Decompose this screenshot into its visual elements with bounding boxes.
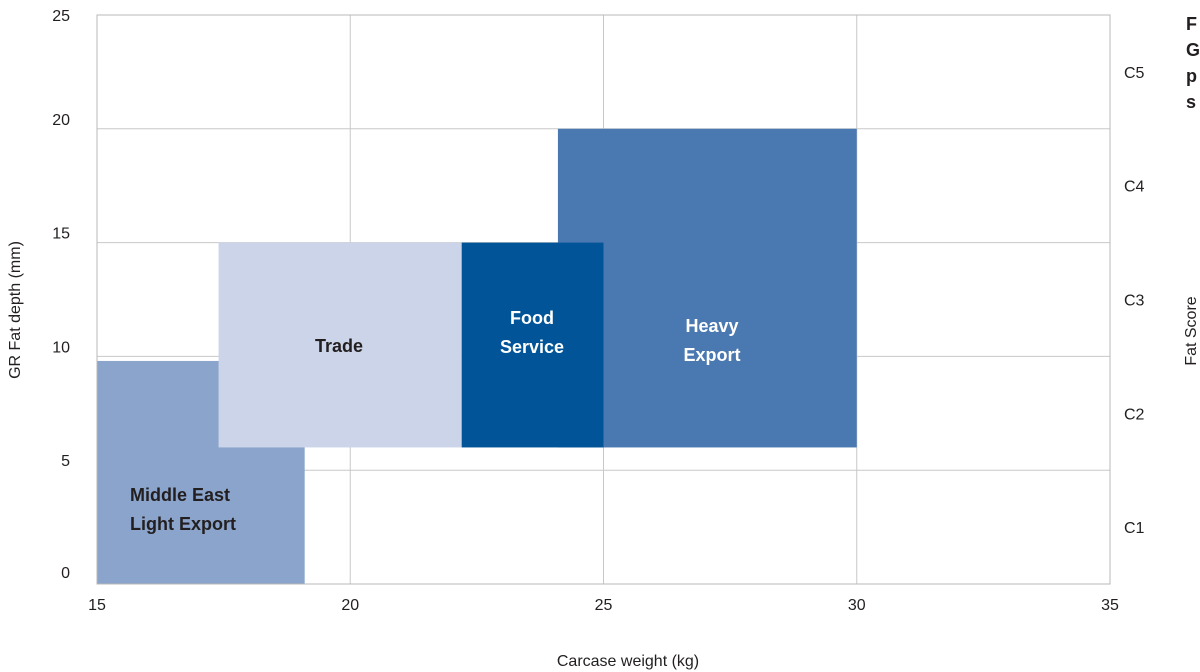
x-tick-label: 25: [595, 597, 613, 614]
region-label-food-service: Food: [510, 308, 554, 328]
region-label-heavy-export: Export: [683, 345, 740, 365]
x-tick-label: 20: [341, 597, 359, 614]
fat-range-regions: Middle East Light Export Heavy Export Trade F…: [97, 128, 857, 584]
plot-frame: [96, 14, 1111, 585]
region-trade: [218, 242, 462, 448]
plot-border: [96, 14, 1111, 585]
y-tick-label: 15: [52, 226, 70, 243]
y-tick-label: 25: [52, 8, 70, 25]
region-label-trade: Trade: [315, 336, 363, 356]
side-caption-line: s: [1186, 92, 1196, 112]
y-tick-label: 5: [61, 453, 70, 470]
region-label-heavy-export: Heavy: [685, 316, 738, 336]
y-tick-label: 10: [52, 339, 70, 356]
fat-score-label: C5: [1124, 65, 1145, 82]
x-axis-title: Carcase weight (kg): [557, 653, 699, 670]
side-caption: F G p s: [1186, 14, 1200, 112]
region-heavy-export: [557, 128, 857, 448]
region-label-middle-east-light-export: Middle East: [130, 485, 230, 505]
y-tick-label: 20: [52, 112, 70, 129]
x-tick-label: 15: [88, 597, 106, 614]
x-tick-label: 30: [848, 597, 866, 614]
axis-ticks: 15 20 25 30 35 0 5 10 15 20 25 C1 C2 C3 C4 C5: [52, 8, 1144, 614]
x-tick-label: 35: [1101, 597, 1119, 614]
fat-score-label: C4: [1124, 179, 1145, 196]
side-caption-line: F: [1186, 14, 1197, 34]
side-caption-line: G: [1186, 40, 1200, 60]
fat-score-label: C3: [1124, 293, 1145, 310]
fat-score-label: C1: [1124, 520, 1145, 537]
y-tick-label: 0: [61, 565, 70, 582]
region-food-service: [461, 242, 604, 448]
y-axis-title: GR Fat depth (mm): [7, 241, 24, 379]
side-caption-line: p: [1186, 66, 1197, 86]
region-label-food-service: Service: [500, 337, 564, 357]
fat-score-axis-title: Fat Score: [1183, 296, 1200, 365]
fat-score-label: C2: [1124, 406, 1145, 423]
region-label-middle-east-light-export: Light Export: [130, 514, 236, 534]
